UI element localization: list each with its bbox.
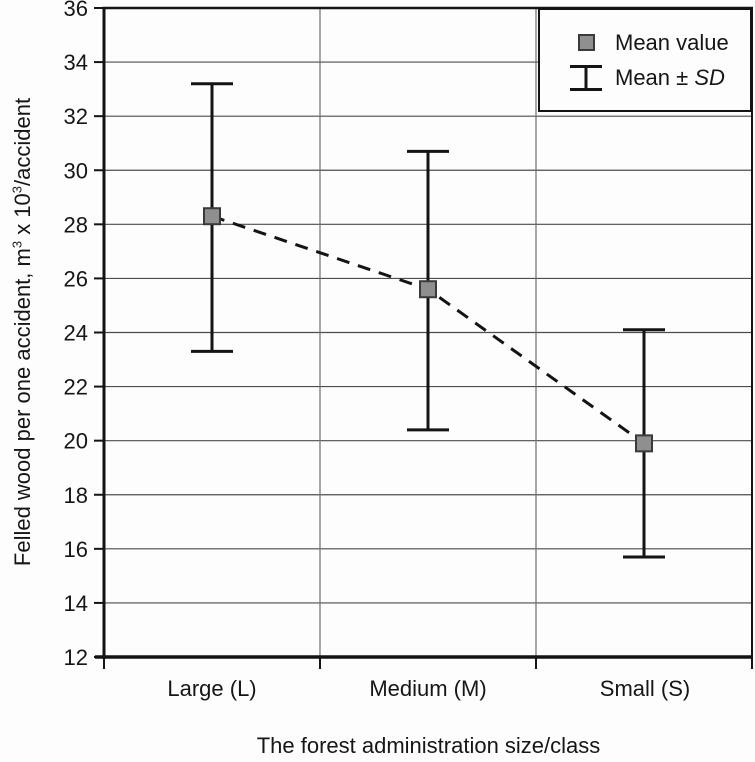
y-axis-title-superscript: 3 <box>9 240 25 249</box>
mean-marker <box>635 434 653 453</box>
legend-label-sd-prefix: Mean ± <box>615 64 695 90</box>
y-tick-label: 12 <box>64 645 88 670</box>
y-tick-label: 26 <box>64 266 88 291</box>
y-tick-label: 14 <box>64 591 88 616</box>
y-tick-label: 16 <box>64 537 88 562</box>
x-tick-label-large: Large (L) <box>167 676 257 701</box>
mean-marker <box>419 280 437 299</box>
y-tick-label: 30 <box>64 158 88 183</box>
y-tick-label: 18 <box>64 483 88 508</box>
square-marker-icon <box>577 34 595 51</box>
legend-label-sd-italic: SD <box>694 64 725 90</box>
x-tick-label-medium: Medium (M) <box>369 676 487 701</box>
y-axis-title: Felled wood per one accident, m3 x 103/a… <box>9 7 37 657</box>
legend-item-mean: Mean value <box>564 28 750 58</box>
legend-label-mean: Mean value <box>615 29 729 55</box>
legend-glyph-cell <box>564 34 608 51</box>
x-tick-label-small: Small (S) <box>599 676 691 701</box>
legend-item-sd: Mean ± SD <box>564 63 750 93</box>
legend-glyph-cell <box>564 63 608 93</box>
legend: Mean value Mean ± SD <box>538 8 752 112</box>
y-axis-title-superscript: 3 <box>9 185 25 194</box>
y-axis-title-text: Felled wood per one accident, m <box>10 248 35 567</box>
y-tick-label: 36 <box>64 0 88 21</box>
mean-marker <box>203 207 221 226</box>
y-tick-label: 22 <box>64 375 88 400</box>
y-tick-label: 34 <box>64 50 88 75</box>
y-tick-label: 32 <box>64 104 88 129</box>
y-tick-label: 28 <box>64 212 88 237</box>
y-axis-title-text: x 10 <box>10 193 35 241</box>
legend-label-sd: Mean ± SD <box>615 65 725 91</box>
y-tick-label: 24 <box>64 321 88 346</box>
y-tick-label: 20 <box>64 429 88 454</box>
y-axis-title-text: /accident <box>10 97 35 186</box>
error-bar-icon <box>570 64 602 91</box>
x-axis-title: The forest administration size/class <box>256 733 601 758</box>
